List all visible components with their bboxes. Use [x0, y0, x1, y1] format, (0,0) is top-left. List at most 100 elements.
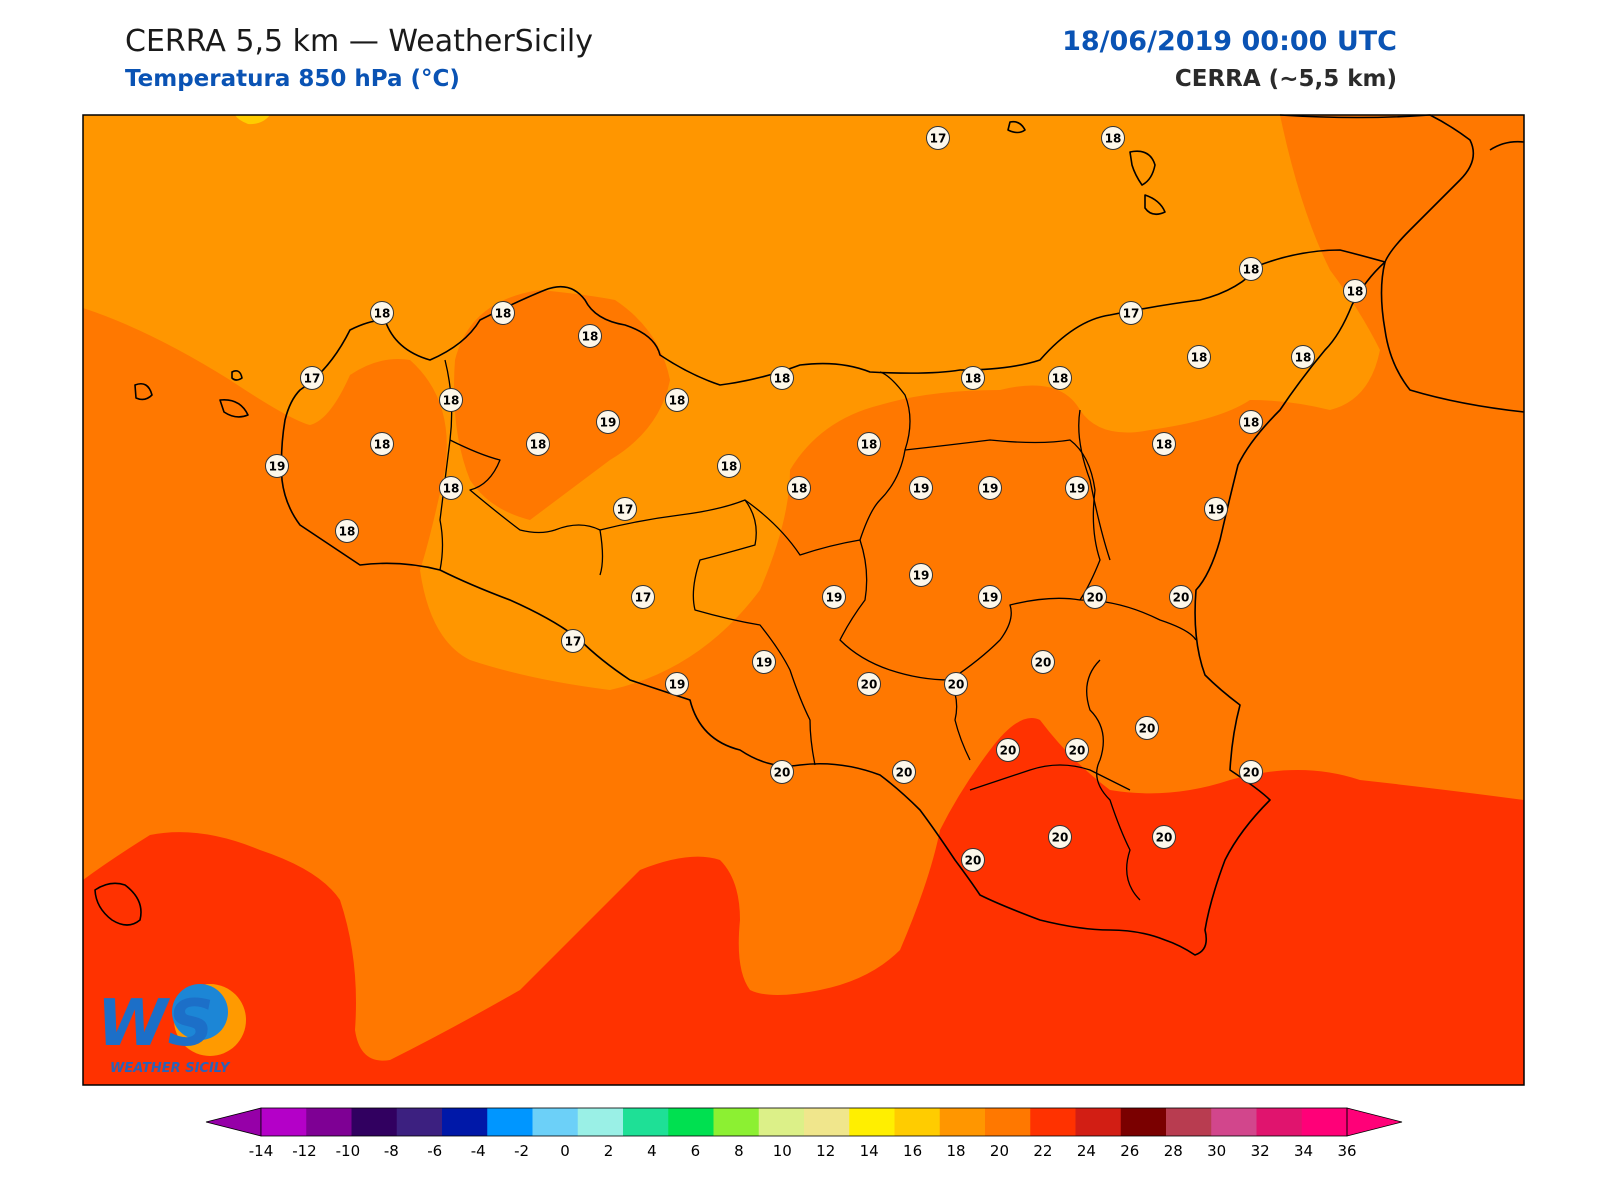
station-marker — [1083, 585, 1107, 609]
station-value: 19 — [756, 656, 773, 670]
station-marker — [1239, 410, 1263, 434]
station-labels: 17 18 18 18 18 17 18 18 17 18 18 18 18 18 18 19 18 18 18 18… — [265, 126, 1367, 872]
station-marker — [300, 366, 324, 390]
station-marker — [857, 672, 881, 696]
colorbar-tick-label: 22 — [1033, 1142, 1052, 1160]
station-value: 19 — [1069, 482, 1086, 496]
station-label: 17 — [1119, 301, 1143, 325]
colorbar-swatch — [985, 1108, 1031, 1136]
station-marker — [1065, 738, 1089, 762]
station-label: 17 — [631, 585, 655, 609]
station-marker — [631, 585, 655, 609]
station-label: 19 — [596, 410, 620, 434]
station-marker — [1204, 497, 1228, 521]
station-label: 20 — [1169, 585, 1193, 609]
station-value: 17 — [930, 132, 947, 146]
colorbar-tick-label: 14 — [860, 1142, 879, 1160]
station-marker — [1101, 126, 1125, 150]
station-value: 20 — [1139, 722, 1156, 736]
colorbar-frame — [260, 1107, 1348, 1137]
station-value: 18 — [791, 482, 808, 496]
station-label: 18 — [370, 432, 394, 456]
station-label: 20 — [944, 672, 968, 696]
station-marker — [752, 650, 776, 674]
station-value: 18 — [721, 460, 738, 474]
colorbar-tick-label: 26 — [1120, 1142, 1139, 1160]
weathersicily-logo: WS WEATHER SICILY — [97, 984, 246, 1076]
station-label: 18 — [526, 432, 550, 456]
colorbar-swatch — [1030, 1108, 1076, 1136]
colorbar-swatch — [804, 1108, 850, 1136]
colorbar-swatch — [758, 1108, 805, 1136]
station-value: 19 — [982, 482, 999, 496]
station-label: 20 — [996, 738, 1020, 762]
station-value: 18 — [495, 307, 512, 321]
station-label: 18 — [1239, 410, 1263, 434]
station-value: 20 — [1069, 744, 1086, 758]
colorbar-swatch — [623, 1108, 669, 1136]
station-marker — [439, 476, 463, 500]
colorbar-tick-label: 30 — [1207, 1142, 1226, 1160]
station-label: 18 — [370, 301, 394, 325]
colorbar-swatch — [487, 1108, 533, 1136]
station-label: 20 — [1135, 716, 1159, 740]
station-marker — [1291, 345, 1315, 369]
station-label: 20 — [892, 760, 916, 784]
station-label: 18 — [1343, 279, 1367, 303]
station-value: 18 — [669, 394, 686, 408]
station-value: 20 — [1052, 831, 1069, 845]
colorbar-tick-label: 28 — [1164, 1142, 1183, 1160]
station-label: 19 — [909, 476, 933, 500]
station-marker — [526, 432, 550, 456]
station-marker — [613, 497, 637, 521]
station-marker — [665, 672, 689, 696]
map-frame — [82, 114, 1525, 1086]
colorbar-tick-label: -4 — [471, 1142, 486, 1160]
station-label: 19 — [752, 650, 776, 674]
station-label: 18 — [1239, 257, 1263, 281]
colorbar-tick-label: -12 — [292, 1142, 317, 1160]
station-value: 18 — [339, 525, 356, 539]
station-label: 19 — [1204, 497, 1228, 521]
colorbar-tick-label: 12 — [816, 1142, 835, 1160]
station-value: 17 — [617, 503, 634, 517]
colorbar-swatch — [939, 1108, 986, 1136]
station-marker — [944, 672, 968, 696]
colorbar-swatch — [849, 1108, 895, 1136]
colorbar-tick-label: 20 — [990, 1142, 1009, 1160]
station-label: 20 — [1048, 825, 1072, 849]
colorbar-tick-label: 6 — [691, 1142, 701, 1160]
colorbar-tick-label: -8 — [384, 1142, 399, 1160]
station-value: 20 — [1035, 656, 1052, 670]
station-label: 18 — [770, 366, 794, 390]
station-marker — [335, 519, 359, 543]
station-value: 18 — [1347, 285, 1364, 299]
station-marker — [1135, 716, 1159, 740]
colorbar-swatch — [1120, 1108, 1167, 1136]
colorbar-tick-label: 8 — [734, 1142, 744, 1160]
station-marker — [822, 585, 846, 609]
coastlines — [94, 114, 1525, 956]
station-label: 19 — [1065, 476, 1089, 500]
station-marker — [1048, 366, 1072, 390]
station-marker — [491, 301, 515, 325]
station-label: 20 — [770, 760, 794, 784]
band-20-22 — [83, 718, 1524, 1085]
station-value: 20 — [896, 766, 913, 780]
station-label: 17 — [926, 126, 950, 150]
station-label: 18 — [1101, 126, 1125, 150]
station-value: 19 — [269, 460, 286, 474]
station-label: 18 — [491, 301, 515, 325]
station-label: 18 — [857, 432, 881, 456]
station-value: 18 — [1105, 132, 1122, 146]
colorbar-swatch — [668, 1108, 714, 1136]
station-marker — [1031, 650, 1055, 674]
station-label: 19 — [665, 672, 689, 696]
colorbar-swatch — [261, 1108, 307, 1136]
colorbar-tick-label: 2 — [604, 1142, 614, 1160]
station-marker — [961, 848, 985, 872]
station-marker — [1119, 301, 1143, 325]
station-marker — [370, 432, 394, 456]
station-label: 20 — [1239, 760, 1263, 784]
